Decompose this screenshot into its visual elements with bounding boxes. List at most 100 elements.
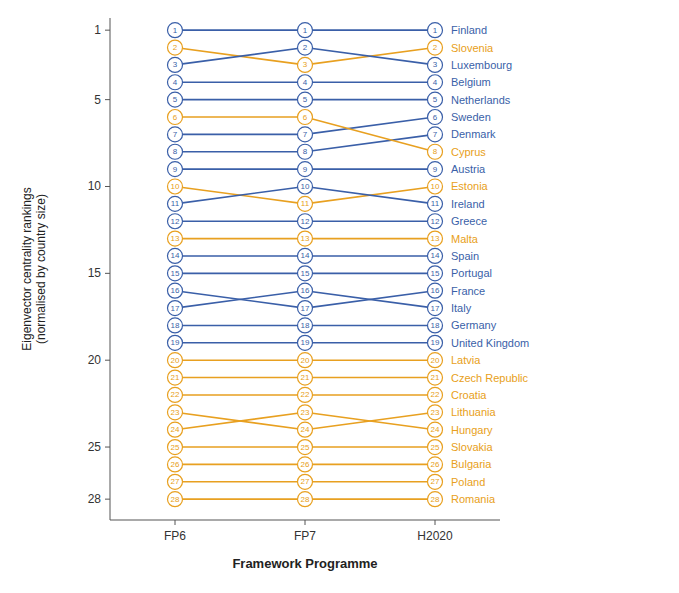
data-label: 16 <box>171 286 180 295</box>
point <box>428 196 443 211</box>
data-label: 20 <box>171 356 180 365</box>
data-label: 27 <box>301 477 310 486</box>
y-tick <box>105 499 110 500</box>
point <box>298 214 313 229</box>
point <box>428 474 443 489</box>
data-label: 23 <box>431 408 440 417</box>
data-label: 8 <box>433 147 438 156</box>
point <box>298 335 313 350</box>
series-label: Italy <box>451 302 472 314</box>
data-label: 13 <box>431 234 440 243</box>
data-label: 24 <box>301 425 310 434</box>
series-label: Bulgaria <box>451 458 492 470</box>
y-axis-line <box>110 18 111 520</box>
point <box>298 283 313 298</box>
data-label: 20 <box>431 356 440 365</box>
point <box>298 231 313 246</box>
point <box>428 440 443 455</box>
data-label: 24 <box>431 425 440 434</box>
point <box>298 40 313 55</box>
data-label: 4 <box>173 78 178 87</box>
data-label: 16 <box>301 286 310 295</box>
data-label: 25 <box>431 443 440 452</box>
data-label: 6 <box>433 113 438 122</box>
data-label: 11 <box>431 199 440 208</box>
labels: 111Finland232Slovenia323Luxembourg444Bel… <box>171 24 530 505</box>
lines <box>175 30 435 499</box>
y-tick-label: 20 <box>88 353 102 367</box>
series-label: Hungary <box>451 424 493 436</box>
data-label: 23 <box>171 408 180 417</box>
series-label: Germany <box>451 319 497 331</box>
point <box>168 231 183 246</box>
point <box>168 179 183 194</box>
point <box>298 318 313 333</box>
series-label: Spain <box>451 250 479 262</box>
y-tick-label: 25 <box>88 440 102 454</box>
data-label: 21 <box>301 373 310 382</box>
point <box>298 110 313 125</box>
point <box>298 23 313 38</box>
data-label: 4 <box>433 78 438 87</box>
point <box>168 335 183 350</box>
point <box>428 92 443 107</box>
data-label: 28 <box>171 495 180 504</box>
point <box>428 75 443 90</box>
data-label: 8 <box>173 147 178 156</box>
point <box>168 492 183 507</box>
data-label: 4 <box>303 78 308 87</box>
point <box>428 422 443 437</box>
series-label: Estonia <box>451 180 489 192</box>
point <box>428 353 443 368</box>
point <box>428 179 443 194</box>
data-label: 14 <box>301 251 310 260</box>
point <box>168 353 183 368</box>
data-label: 1 <box>173 26 178 35</box>
data-label: 14 <box>431 251 440 260</box>
data-label: 19 <box>171 338 180 347</box>
data-label: 28 <box>301 495 310 504</box>
x-tick-label: H2020 <box>417 529 453 543</box>
point <box>298 266 313 281</box>
data-label: 6 <box>303 113 308 122</box>
y-axis-title: Eigenvector centrality rankings(normalis… <box>20 187 48 350</box>
data-label: 5 <box>173 95 178 104</box>
data-label: 27 <box>431 477 440 486</box>
data-label: 2 <box>433 43 438 52</box>
point <box>428 492 443 507</box>
point <box>298 92 313 107</box>
data-label: 10 <box>431 182 440 191</box>
point <box>428 231 443 246</box>
series-label: France <box>451 285 485 297</box>
data-label: 24 <box>171 425 180 434</box>
data-label: 17 <box>431 304 440 313</box>
data-label: 18 <box>171 321 180 330</box>
point <box>168 162 183 177</box>
point <box>428 335 443 350</box>
x-tick-label: FP6 <box>164 529 186 543</box>
data-label: 7 <box>433 130 438 139</box>
point <box>428 23 443 38</box>
point <box>168 196 183 211</box>
point <box>298 301 313 316</box>
series-label: Netherlands <box>451 94 511 106</box>
point <box>428 248 443 263</box>
point <box>428 162 443 177</box>
point <box>168 405 183 420</box>
point <box>168 248 183 263</box>
data-label: 19 <box>301 338 310 347</box>
point <box>168 440 183 455</box>
data-label: 26 <box>301 460 310 469</box>
point <box>298 75 313 90</box>
data-label: 7 <box>303 130 308 139</box>
data-label: 2 <box>173 43 178 52</box>
point <box>168 40 183 55</box>
series-label: Belgium <box>451 76 491 88</box>
data-label: 23 <box>301 408 310 417</box>
data-label: 26 <box>171 460 180 469</box>
point <box>168 266 183 281</box>
data-label: 15 <box>431 269 440 278</box>
point <box>298 144 313 159</box>
y-tick-label: 28 <box>88 492 102 506</box>
x-tick <box>435 520 436 525</box>
